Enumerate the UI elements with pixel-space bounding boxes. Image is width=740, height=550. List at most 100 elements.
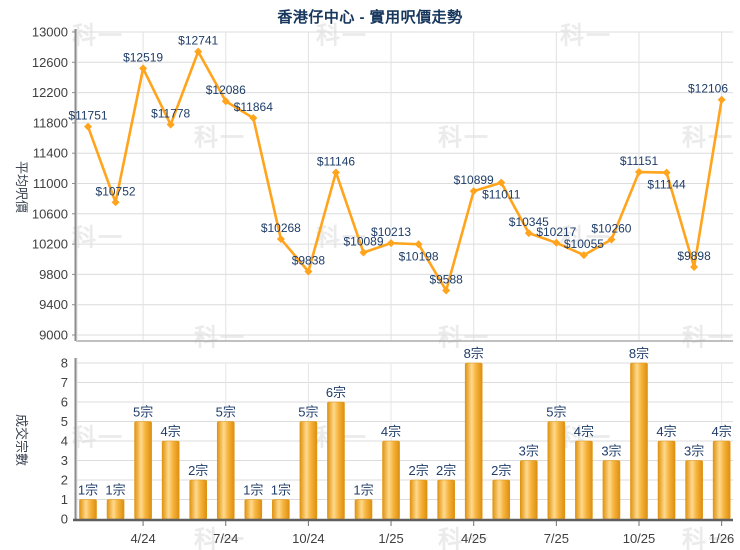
price-point-marker [497, 178, 506, 187]
y-tick-label: 9800 [39, 267, 68, 282]
x-tick-label: 1/25 [378, 531, 403, 546]
volume-bar-label: 1宗 [243, 483, 263, 498]
price-point-label: $11778 [151, 107, 190, 121]
y-tick-label: 2 [61, 473, 68, 488]
volume-bar-label: 4宗 [656, 424, 676, 439]
volume-bar [244, 499, 263, 520]
y-tick-label: 11400 [33, 146, 68, 161]
price-point-label: $11011 [482, 188, 521, 202]
price-axis-title: 平均呎價 [14, 161, 29, 213]
volume-bar-label: 1宗 [105, 483, 125, 498]
volume-bar [437, 479, 455, 520]
price-point-label: $11751 [68, 109, 107, 123]
y-tick-label: 10600 [32, 206, 68, 221]
price-point-label: $10089 [343, 235, 383, 249]
price-point-marker [607, 235, 616, 244]
price-point-marker [359, 248, 368, 257]
y-tick-label: 13000 [32, 25, 68, 40]
volume-bar [602, 460, 621, 520]
volume-bar-label: 3宗 [601, 444, 621, 459]
y-tick-label: 5 [61, 414, 68, 429]
volume-bar-label: 5宗 [546, 405, 566, 420]
price-point-label: $9838 [292, 254, 326, 268]
count-axis-title: 成交宗數 [14, 414, 29, 466]
price-point-marker [139, 64, 148, 73]
price-point-label: $10899 [454, 173, 494, 187]
price-point-label: $10213 [371, 225, 411, 239]
price-point-label: $11151 [620, 154, 659, 168]
price-point-marker [276, 234, 285, 243]
volume-bar-label: 5宗 [298, 405, 318, 420]
volume-bar-label: 1宗 [271, 483, 291, 498]
price-point-label: $9588 [429, 272, 463, 286]
price-point-marker [635, 168, 643, 177]
y-tick-label: 3 [61, 453, 68, 468]
price-point-marker [662, 168, 671, 177]
volume-bar [354, 499, 373, 520]
price-point-marker [221, 97, 230, 106]
price-point-marker [690, 262, 699, 271]
price-point-label: $10752 [96, 184, 136, 198]
y-tick-label: 11000 [33, 176, 68, 191]
volume-bar-label: 3宗 [519, 444, 539, 459]
volume-bar-label: 8宗 [464, 346, 484, 361]
price-point-label: $10217 [536, 225, 576, 239]
y-tick-label: 9400 [39, 297, 68, 312]
x-tick-label: 1/26 [709, 531, 734, 546]
price-point-label: $12106 [688, 82, 728, 96]
volume-bar-label: 3宗 [684, 444, 704, 459]
price-point-label: $10345 [509, 215, 549, 229]
price-point-marker [524, 229, 533, 238]
y-tick-label: 7 [61, 375, 68, 390]
volume-bar [216, 421, 235, 520]
price-point-label: $10055 [564, 237, 604, 251]
volume-bar [409, 479, 428, 520]
volume-bar-label: 4宗 [161, 424, 181, 439]
volume-bar [161, 440, 180, 520]
x-tick-label: 4/25 [461, 531, 486, 546]
volume-bar-label: 2宗 [408, 463, 428, 478]
price-point-marker [166, 120, 175, 129]
price-point-marker [84, 122, 92, 131]
price-point-marker [579, 251, 588, 260]
volume-bar-label: 4宗 [574, 424, 594, 439]
price-point-label: $12519 [123, 50, 163, 64]
price-point-label: $11146 [317, 154, 356, 168]
volume-bar-label: 8宗 [629, 346, 649, 361]
volume-bar [630, 362, 648, 520]
y-tick-label: 11800 [33, 115, 68, 130]
price-point-label: $10260 [591, 222, 631, 236]
volume-bar [272, 499, 290, 520]
x-tick-label: 7/25 [544, 531, 569, 546]
volume-bar [79, 499, 97, 520]
price-point-marker [304, 267, 313, 276]
y-tick-label: 1 [61, 492, 68, 507]
volume-bar [575, 440, 593, 520]
y-tick-label: 9000 [39, 328, 68, 343]
price-line [86, 50, 723, 292]
y-tick-label: 12200 [32, 85, 68, 100]
price-point-marker [194, 47, 203, 56]
x-tick-label: 4/24 [130, 531, 155, 546]
volume-bar-label: 2宗 [436, 463, 456, 478]
y-tick-label: 4 [61, 434, 68, 449]
volume-bar [547, 421, 566, 520]
volume-bar-label: 5宗 [216, 405, 236, 420]
price-point-label: $9898 [677, 249, 711, 263]
volume-bar [382, 440, 400, 520]
volume-bar-label: 6宗 [326, 385, 346, 400]
volume-bar-label: 1宗 [78, 483, 98, 498]
volume-bar [657, 440, 676, 520]
volume-bar-label: 2宗 [188, 463, 208, 478]
price-point-label: $10268 [261, 221, 301, 235]
volume-bar-label: 5宗 [133, 405, 153, 420]
price-point-marker [249, 114, 258, 123]
price-point-marker [111, 198, 120, 207]
volume-bar [685, 460, 703, 520]
volume-bar-label: 4宗 [712, 424, 732, 439]
volume-bar [189, 479, 207, 520]
volume-bar [519, 460, 538, 520]
volume-bar [464, 362, 483, 520]
